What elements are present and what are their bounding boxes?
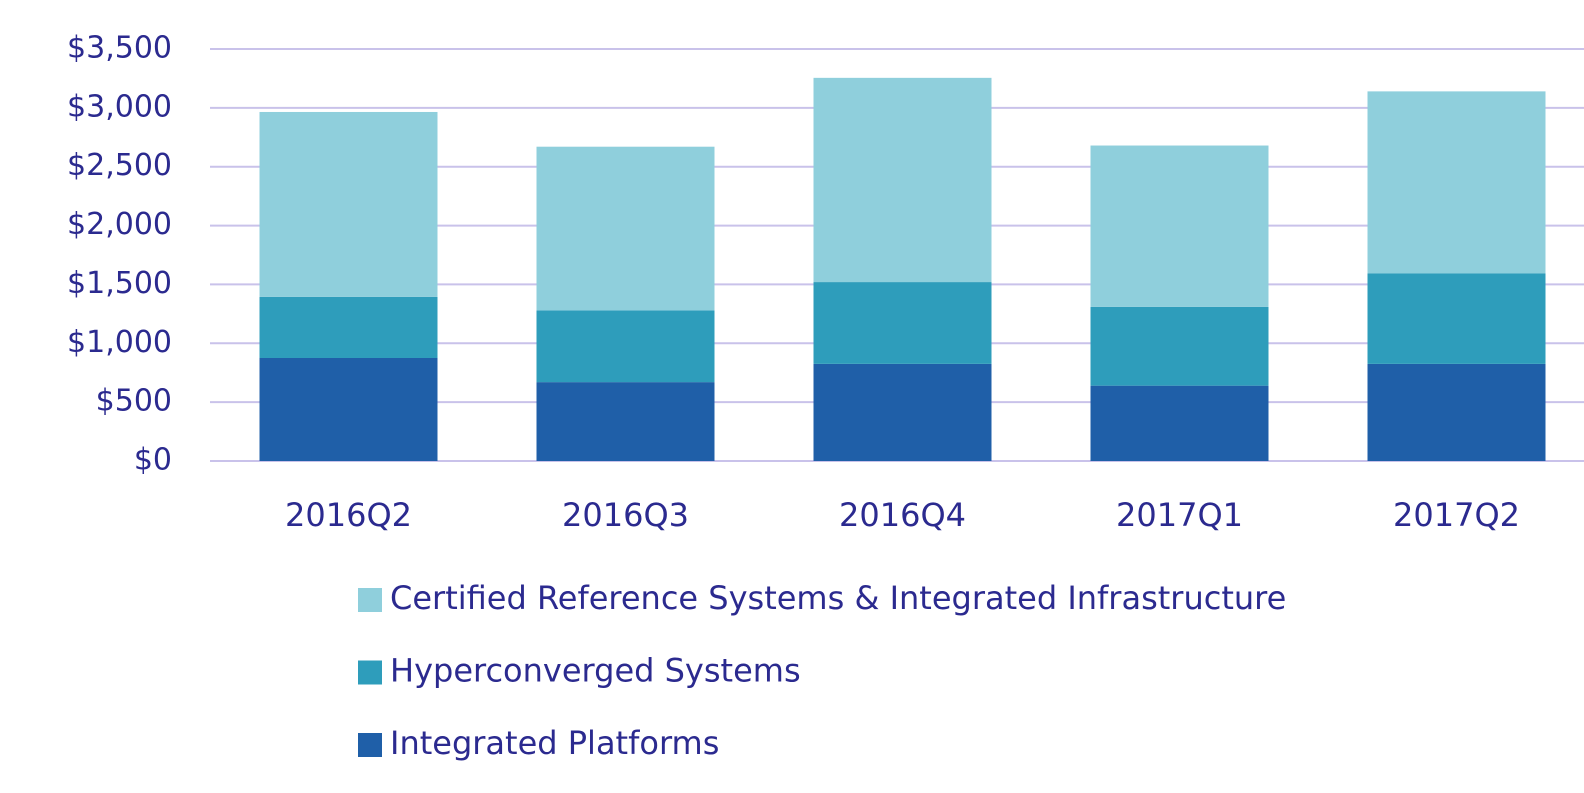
y-tick-label: $1,500 xyxy=(67,266,172,301)
legend-swatch xyxy=(358,660,382,685)
bar-segment xyxy=(1090,385,1269,461)
bar-segment xyxy=(813,77,992,283)
y-tick-label: $2,000 xyxy=(67,207,172,242)
bar-segment xyxy=(1367,363,1546,461)
bar-segment xyxy=(1090,306,1269,386)
bar-segment xyxy=(813,363,992,461)
legend-label: Hyperconverged Systems xyxy=(390,652,801,690)
x-tick-label: 2017Q1 xyxy=(1116,496,1243,534)
bar-segment xyxy=(1090,145,1269,307)
bar-segment xyxy=(259,358,438,461)
legend-label: Certified Reference Systems & Integrated… xyxy=(390,579,1286,617)
y-tick-label: $3,500 xyxy=(67,31,172,66)
legend-swatch xyxy=(358,733,382,757)
bar-segment xyxy=(813,282,992,364)
bar-segment xyxy=(536,382,715,461)
bar-segment xyxy=(536,310,715,383)
bar-segment xyxy=(259,296,438,358)
x-tick-label: 2016Q4 xyxy=(839,496,966,534)
y-tick-label: $1,000 xyxy=(67,325,172,360)
y-tick-label: $2,500 xyxy=(67,148,172,183)
x-tick-label: 2016Q2 xyxy=(285,496,412,534)
x-tick-label: 2017Q2 xyxy=(1393,496,1520,534)
bar-segment xyxy=(1367,273,1546,364)
bar-segment xyxy=(259,111,438,297)
bar-segment xyxy=(536,146,715,311)
y-tick-label: $500 xyxy=(96,384,172,419)
y-tick-label: $0 xyxy=(134,443,172,478)
bar-segment xyxy=(1367,91,1546,274)
legend-label: Integrated Platforms xyxy=(390,724,719,762)
y-tick-label: $3,000 xyxy=(67,89,172,124)
legend-swatch xyxy=(358,588,382,612)
x-tick-label: 2016Q3 xyxy=(562,496,689,534)
